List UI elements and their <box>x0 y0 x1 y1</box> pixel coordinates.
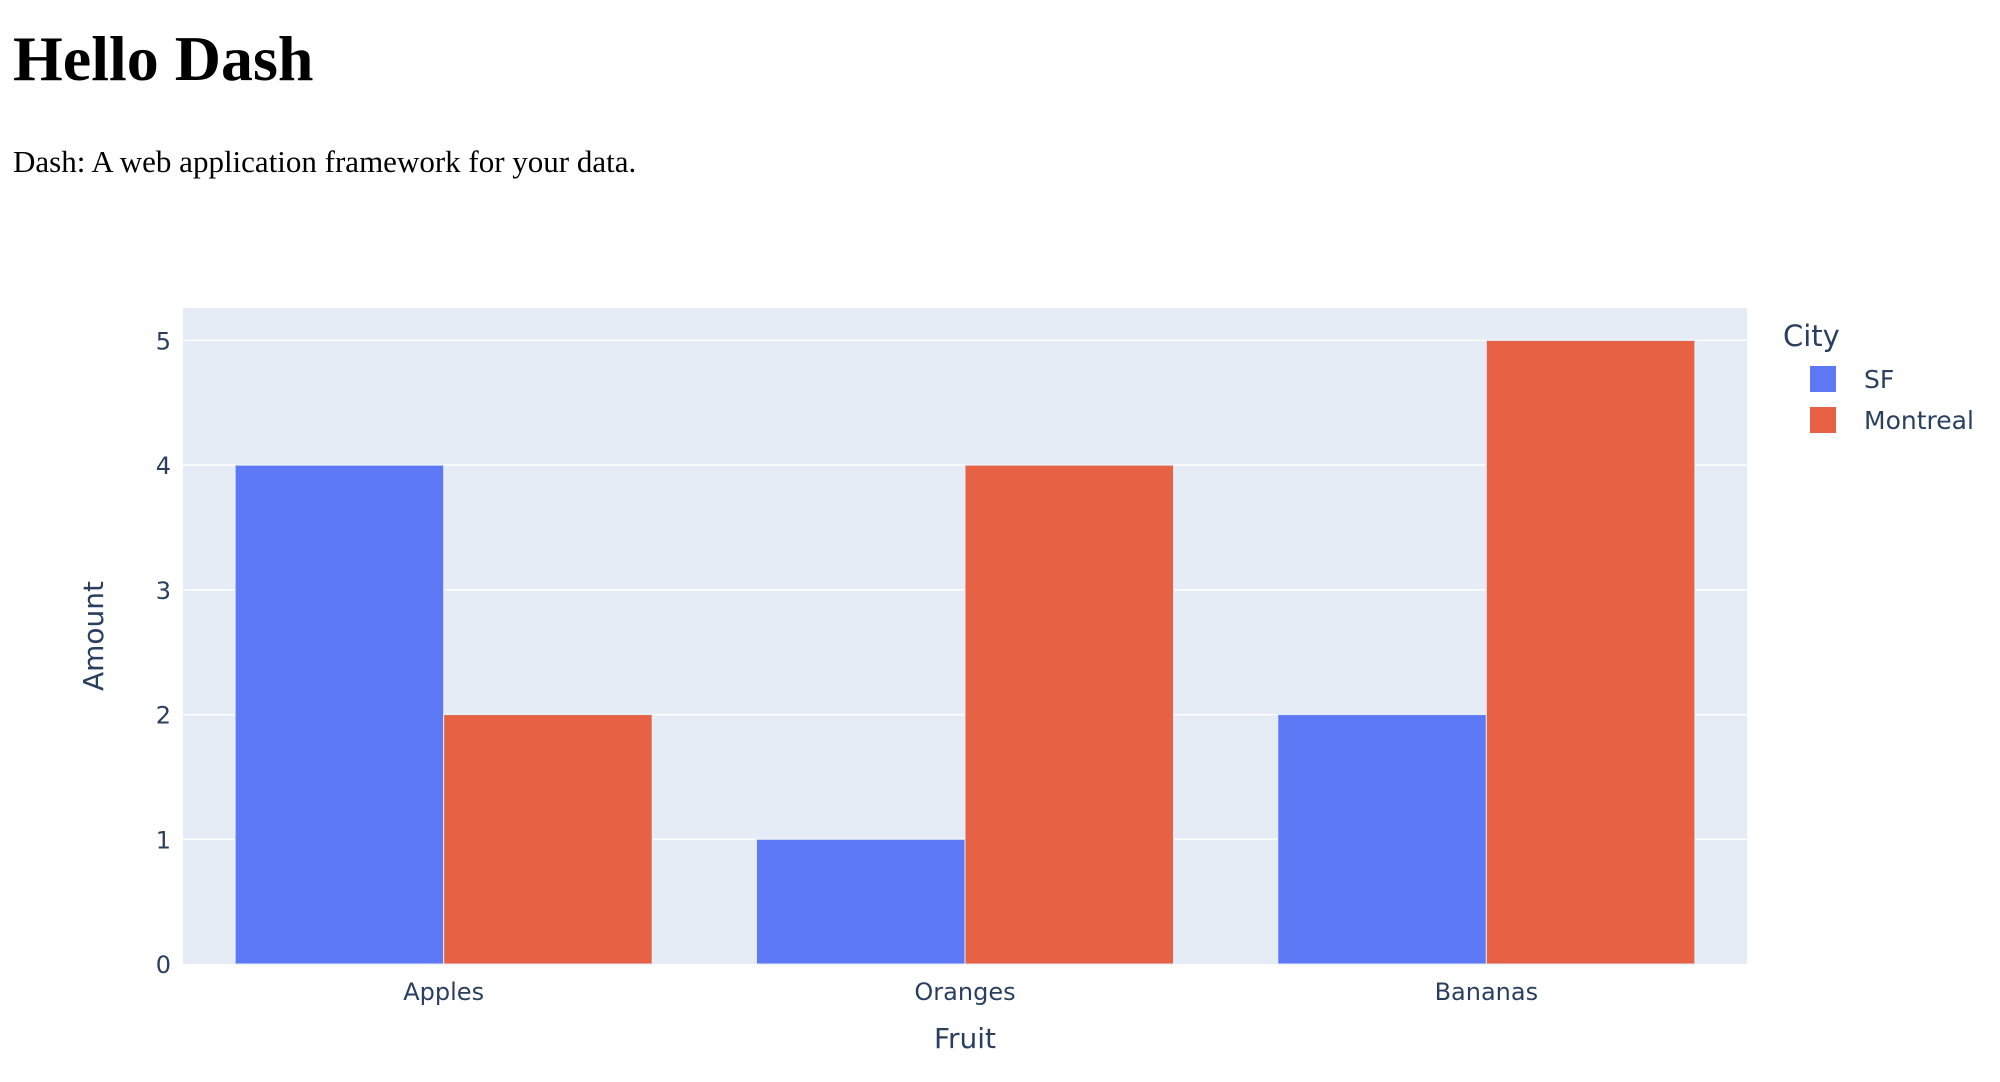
x-tick-label: Oranges <box>914 978 1015 1006</box>
legend-label: SF <box>1864 365 1894 394</box>
legend-items[interactable]: SF Montreal <box>1810 365 1974 435</box>
y-tick-label: 3 <box>156 577 171 605</box>
legend-item-montreal[interactable]: Montreal <box>1810 406 1974 435</box>
legend-item-sf[interactable]: SF <box>1810 365 1894 394</box>
y-axis-ticks: 0 1 2 3 4 5 <box>156 327 171 979</box>
bar-montreal-oranges[interactable] <box>964 464 1175 965</box>
page-subtitle: Dash: A web application framework for yo… <box>13 144 637 179</box>
bar-montreal-bananas[interactable] <box>1485 339 1696 965</box>
y-tick-label: 4 <box>156 452 171 480</box>
bars[interactable] <box>234 339 1696 965</box>
legend-swatch <box>1810 407 1836 433</box>
y-axis-title: Amount <box>77 581 110 691</box>
legend-title: City <box>1783 319 1840 353</box>
y-tick-label: 1 <box>156 826 171 854</box>
y-tick-label: 5 <box>156 327 171 355</box>
x-axis-ticks: Apples Oranges Bananas <box>403 978 1538 1006</box>
legend[interactable]: City SF Montreal <box>1783 319 1974 435</box>
bar-sf-oranges[interactable] <box>755 838 966 965</box>
y-tick-label: 2 <box>156 702 171 730</box>
x-tick-label: Apples <box>403 978 484 1006</box>
legend-label: Montreal <box>1864 406 1974 435</box>
bar-montreal-apples[interactable] <box>443 714 653 965</box>
page-title: Hello Dash <box>13 23 314 94</box>
x-axis-title: Fruit <box>934 1022 996 1055</box>
y-tick-label: 0 <box>156 951 171 979</box>
bar-sf-apples[interactable] <box>234 464 445 965</box>
legend-swatch <box>1810 366 1836 392</box>
x-tick-label: Bananas <box>1435 978 1539 1006</box>
bar-sf-bananas[interactable] <box>1277 714 1487 965</box>
